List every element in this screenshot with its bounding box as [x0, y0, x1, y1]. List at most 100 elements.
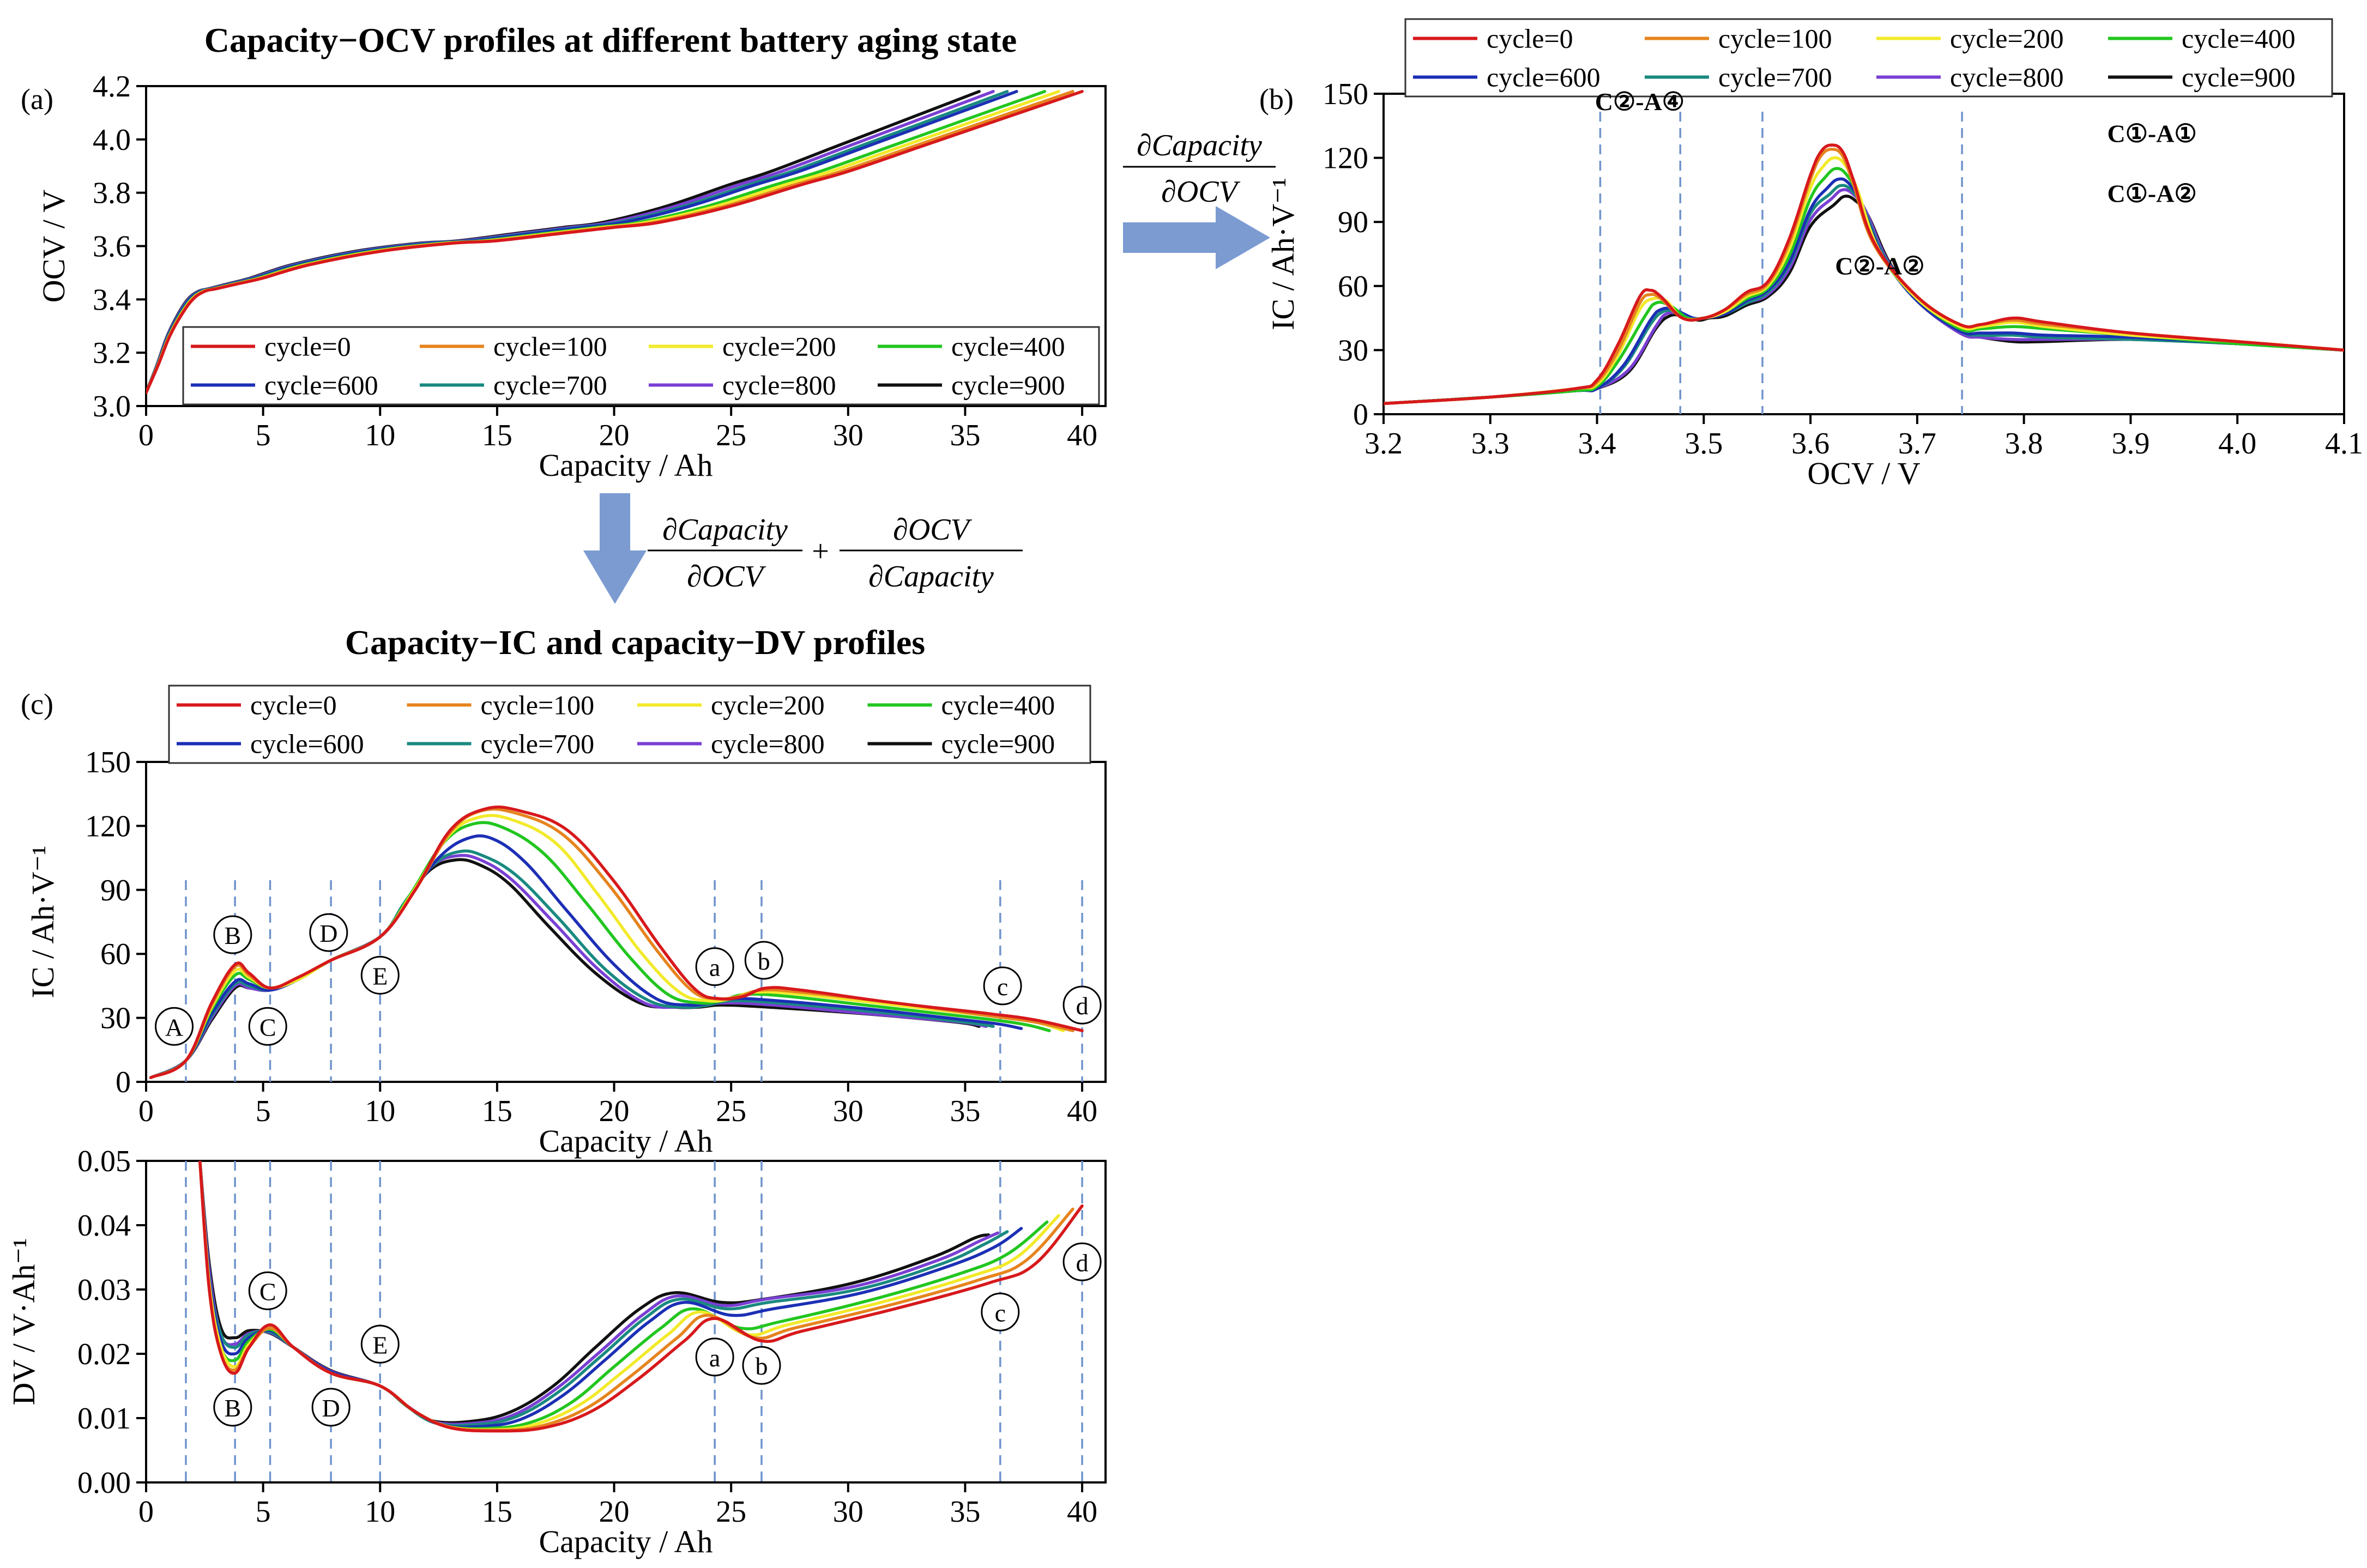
x-tick-label: 5	[256, 419, 271, 452]
point-marker-label: D	[322, 1394, 340, 1422]
formula-c-plus: +	[812, 535, 829, 568]
x-tick-label: 40	[1067, 419, 1097, 452]
x-tick-label: 25	[716, 1495, 746, 1529]
point-marker-circle	[1062, 985, 1102, 1025]
point-marker-circle	[1062, 1242, 1102, 1281]
y-axis-label: OCV / V	[36, 190, 71, 302]
legend-entry: cycle=200	[1950, 23, 2064, 54]
series-line-cycle-200	[1384, 156, 2344, 405]
series-line-cycle-900	[198, 1161, 991, 1425]
legend-entry: cycle=400	[2182, 23, 2296, 54]
y-tick-label: 60	[100, 937, 131, 971]
y-tick-label: 3.6	[93, 230, 131, 264]
panel-label-b: (b)	[1259, 83, 1294, 116]
x-tick-label: 35	[950, 1495, 980, 1529]
series-line-cycle-700	[198, 1161, 1009, 1427]
series-group	[146, 90, 1084, 395]
point-marker-circle	[213, 1388, 252, 1427]
legend-entry: cycle=900	[951, 370, 1065, 401]
x-tick-label: 3.6	[1791, 427, 1829, 461]
x-axis-label: Capacity / Ah	[539, 1524, 713, 1559]
series-line-cycle-600	[1384, 177, 2344, 405]
legend-entry: cycle=700	[1718, 62, 1832, 93]
x-tick-label: 4.1	[2325, 427, 2363, 461]
x-tick-label: 40	[1067, 1495, 1097, 1529]
x-tick-label: 40	[1067, 1094, 1097, 1128]
chart-panel-c-dv: 0 5 10 15 20 25 30 35 40 0.00 0.01 0.02 0.03 0.04 0.05…	[6, 1145, 1107, 1559]
x-tick-label: 3.5	[1684, 427, 1723, 461]
x-tick-label: 20	[599, 419, 630, 452]
point-marker-label: a	[709, 954, 720, 982]
chart-panel-a: 0 5 10 15 20 25 30 35 40 3.0 3.2 3.4 3.6 3.8 4.0 4.2 Cap…	[36, 70, 1107, 483]
legend-entry: cycle=0	[1487, 23, 1573, 54]
x-tick-label: 30	[833, 419, 864, 452]
point-marker-circle	[360, 1324, 400, 1364]
x-tick-label: 3.8	[2005, 427, 2043, 461]
y-tick-label: 3.4	[93, 283, 131, 317]
title-panel-a: Capacity−OCV profiles at different batte…	[204, 21, 1017, 59]
point-marker-circle	[695, 947, 734, 986]
formula-b-numerator: ∂Capacity	[1137, 129, 1262, 162]
series-group	[1384, 143, 2344, 405]
point-marker-circle	[742, 1346, 781, 1385]
point-marker-circle	[744, 941, 783, 980]
arrow-a-to-c: ∂Capacity ∂OCV + ∂OCV ∂Capacity	[583, 493, 1023, 604]
point-marker-circle	[248, 1271, 287, 1310]
y-tick-label: 3.0	[93, 390, 131, 423]
series-line-cycle-600	[149, 834, 1023, 1079]
x-tick-label: 4.0	[2218, 427, 2256, 461]
arrow-a-to-c-shape	[583, 493, 647, 604]
legend-box	[1404, 18, 2333, 98]
legend-entry: cycle=800	[722, 370, 836, 401]
legend-entry: cycle=900	[2182, 62, 2296, 93]
legend-entry: cycle=400	[951, 331, 1065, 362]
legend-entry: cycle=400	[941, 690, 1055, 721]
series-line-cycle-400	[198, 1161, 1049, 1431]
series-line-cycle-0	[149, 806, 1084, 1079]
y-tick-label: 0.04	[77, 1209, 131, 1243]
x-tick-label: 3.2	[1364, 427, 1403, 461]
series-line-cycle-800	[198, 1161, 1000, 1426]
plot-frame	[145, 1160, 1107, 1484]
peak-annotation: C①-A②	[2107, 179, 2196, 207]
formula-c-term1-denominator: ∂OCV	[687, 560, 766, 594]
point-marker-label: B	[224, 1394, 241, 1422]
legend-entry: cycle=200	[711, 690, 825, 721]
y-tick-label: 0.03	[77, 1273, 131, 1307]
y-tick-label: 150	[85, 746, 131, 779]
point-marker-circle	[695, 1337, 734, 1377]
x-tick-label: 10	[365, 419, 395, 452]
x-tick-label: 10	[365, 1495, 395, 1529]
legend-entry: cycle=0	[264, 331, 351, 362]
point-marker-circle	[248, 1007, 287, 1046]
y-tick-label: 30	[100, 1002, 131, 1036]
legend-entry: cycle=800	[711, 729, 825, 759]
arrow-a-to-b: ∂Capacity ∂OCV	[1123, 129, 1276, 269]
formula-c-term2-denominator: ∂Capacity	[868, 560, 994, 594]
series-line-cycle-400	[149, 821, 1051, 1079]
point-marker-circle	[311, 1388, 351, 1427]
x-tick-label: 3.3	[1471, 427, 1509, 461]
point-marker-label: b	[758, 947, 770, 975]
legend-entry: cycle=700	[481, 729, 595, 759]
series-line-cycle-800	[1384, 188, 2344, 405]
y-tick-label: 4.2	[93, 70, 131, 104]
peak-annotation: C②-A②	[1835, 252, 1924, 280]
y-tick-label: 3.2	[93, 336, 131, 370]
x-tick-label: 35	[950, 1094, 980, 1128]
y-axis-label: IC / Ah·V⁻¹	[25, 845, 61, 998]
title-panel-c: Capacity−IC and capacity−DV profiles	[345, 623, 925, 662]
point-marker-label: E	[372, 1331, 388, 1359]
y-tick-label: 0.02	[77, 1337, 131, 1371]
y-tick-label: 3.8	[93, 177, 131, 210]
y-tick-label: 0.01	[77, 1402, 131, 1436]
series-line-cycle-700	[149, 849, 995, 1079]
panel-label-c: (c)	[21, 688, 53, 721]
formula-b-denominator: ∂OCV	[1161, 175, 1240, 209]
x-tick-label: 20	[599, 1094, 630, 1128]
x-axis-label: Capacity / Ah	[539, 447, 713, 483]
point-marker-label: c	[995, 1299, 1006, 1327]
y-tick-label: 0	[1353, 398, 1368, 432]
point-marker-label: b	[755, 1352, 768, 1380]
series-line-cycle-0	[1384, 143, 2344, 405]
